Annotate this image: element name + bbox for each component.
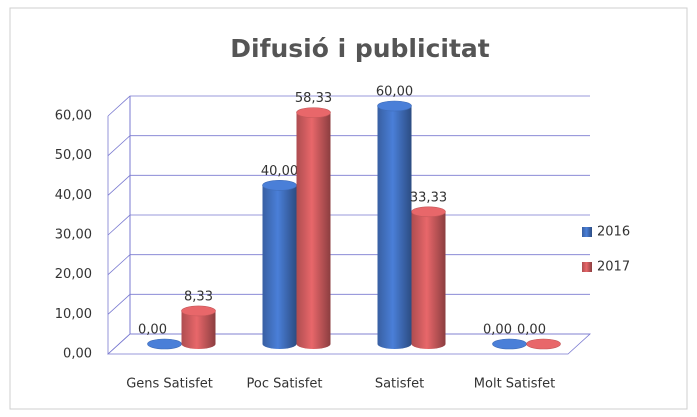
data-label: 60,00 (376, 85, 413, 100)
x-tick-label: Satisfet (375, 377, 424, 392)
data-label: 0,00 (483, 323, 512, 338)
data-label: 33,33 (410, 190, 447, 205)
data-label: 0,00 (138, 323, 167, 338)
legend-swatch (582, 262, 592, 272)
legend-label: 2016 (597, 225, 630, 240)
y-tick-label: 40,00 (55, 188, 92, 203)
legend-label: 2017 (597, 260, 630, 275)
y-tick-label: 20,00 (55, 267, 92, 282)
bar-body (262, 185, 297, 349)
bar-top (492, 338, 527, 350)
bar-top (526, 338, 561, 350)
grid-line (107, 95, 590, 117)
bar-top (181, 305, 216, 317)
data-label: 40,00 (261, 164, 298, 179)
bar-top (147, 338, 182, 350)
bar-top (411, 206, 446, 218)
x-tick-label: Poc Satisfet (247, 377, 323, 392)
y-tick-label: 10,00 (55, 307, 92, 322)
x-tick-label: Gens Satisfet (126, 377, 213, 392)
grid-line (107, 174, 590, 196)
y-tick-label: 0,00 (63, 347, 92, 362)
legend-swatch (582, 227, 592, 237)
data-label: 8,33 (184, 289, 213, 304)
bar-top (262, 180, 297, 191)
x-tick-label: Molt Satisfet (474, 377, 555, 392)
grid-line (107, 135, 590, 156)
data-label: 58,33 (295, 91, 332, 106)
y-tick-label: 60,00 (55, 109, 92, 124)
bar-top (296, 107, 331, 118)
bar-top (377, 100, 412, 112)
chart-title: Difusió i publicitat (230, 34, 490, 63)
bar-body (377, 106, 412, 349)
bar-body (296, 112, 331, 350)
bar-body (411, 211, 446, 349)
data-label: 0,00 (517, 323, 546, 338)
bar-body (181, 310, 216, 349)
y-tick-label: 50,00 (55, 148, 92, 163)
y-tick-label: 30,00 (55, 228, 92, 243)
